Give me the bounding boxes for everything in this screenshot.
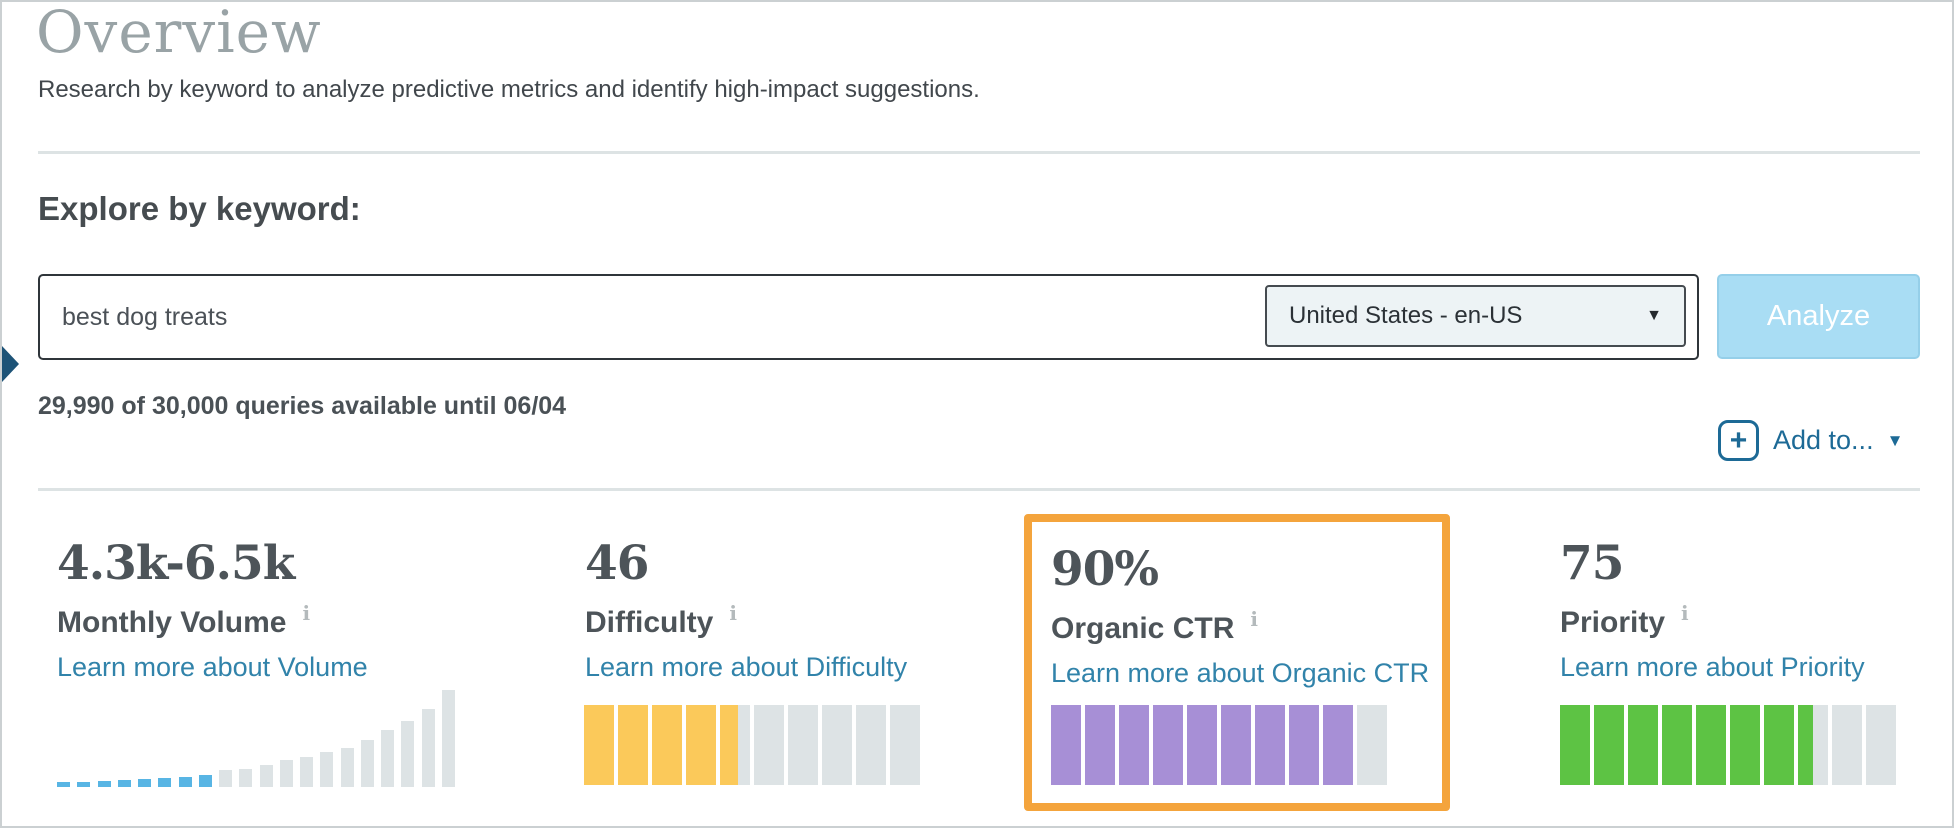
bar-segment [1051,705,1081,785]
histogram-bar [259,765,273,787]
histogram-bar [158,778,172,787]
bar-segment [1628,705,1658,785]
histogram-bar [57,782,70,787]
left-pointer-icon [2,346,19,382]
bar-segment [1764,705,1794,785]
histogram-bar [320,752,334,787]
add-to-label: Add to... [1773,425,1874,455]
histogram-bar [117,780,131,787]
histogram-bar [340,748,354,787]
analyze-button[interactable]: Analyze [1717,274,1920,359]
bar-segment [618,705,648,785]
metric-value: 4.3k-6.5k [57,536,295,591]
chevron-down-icon: ▼ [1886,430,1904,450]
info-icon[interactable]: i [729,601,737,625]
histogram-bar [138,779,151,787]
histogram-bar [198,775,212,787]
bar-segment [856,705,886,785]
histogram-bar [77,782,91,787]
learn-more-difficulty-link[interactable]: Learn more about Difficulty [585,652,908,682]
bar-segment [822,705,852,785]
bar-segment [1255,705,1285,785]
locale-selected-value: United States - en-US [1289,302,1523,329]
section-divider [38,151,1920,154]
metric-value: 75 [1560,536,1624,591]
metric-card-monthly-volume: 4.3k-6.5k Monthly Volume i Learn more abo… [57,540,368,683]
bar-segment [1832,705,1862,785]
metric-label: Difficulty [585,606,714,639]
histogram-bar [360,740,374,787]
histogram-bar [441,690,455,787]
page-title: Overview [36,0,322,66]
add-to-button[interactable]: + Add to... ▼ [1718,420,1903,461]
volume-histogram [57,690,455,787]
metric-value: 90% [1051,542,1159,597]
keyword-search-input[interactable]: best dog treats United States - en-US ▼ [38,274,1699,360]
bar-segment [686,705,716,785]
bar-segment [1153,705,1183,785]
locale-dropdown[interactable]: United States - en-US ▼ [1265,285,1686,347]
difficulty-bar [584,705,920,785]
metric-value: 46 [585,536,649,591]
metric-label: Monthly Volume [57,606,287,639]
bar-segment [1221,705,1251,785]
bar-segment [584,705,614,785]
histogram-bar [421,709,435,787]
metric-card-difficulty: 46 Difficulty i Learn more about Difficul… [585,540,907,683]
bar-segment [1662,705,1692,785]
plus-icon: + [1718,420,1759,461]
bar-segment [754,705,784,785]
bar-segment [1866,705,1896,785]
organic-ctr-highlight-box [1024,514,1450,811]
organic-ctr-bar [1051,705,1387,785]
histogram-bar [239,769,253,787]
bar-segment [1696,705,1726,785]
bar-segment [1085,705,1115,785]
histogram-bar [279,760,293,787]
bar-segment [1560,705,1590,785]
histogram-bar [300,757,313,787]
info-icon[interactable]: i [302,601,311,625]
metric-label: Organic CTR [1051,612,1235,645]
bar-segment [1357,705,1387,785]
bar-segment [1798,705,1828,785]
metric-label: Priority [1560,606,1666,639]
page-subtitle: Research by keyword to analyze predictiv… [38,76,980,103]
learn-more-organic-ctr-link[interactable]: Learn more about Organic CTR [1051,658,1430,688]
bar-segment [1187,705,1217,785]
bar-segment [1119,705,1149,785]
explore-heading: Explore by keyword: [38,190,361,227]
bar-segment [890,705,920,785]
metric-card-priority: 75 Priority i Learn more about Priority [1560,540,1865,683]
histogram-bar [97,781,111,787]
quota-text: 29,990 of 30,000 queries available until… [38,392,567,420]
info-icon[interactable]: i [1681,601,1689,625]
priority-bar [1560,705,1896,785]
histogram-bar [178,777,192,787]
chevron-down-icon: ▼ [1646,307,1662,324]
bar-segment [788,705,818,785]
histogram-bar [401,721,415,787]
bar-segment [720,705,750,785]
keyword-input-value: best dog treats [62,302,228,331]
bar-segment [652,705,682,785]
learn-more-priority-link[interactable]: Learn more about Priority [1560,652,1865,682]
histogram-bar [219,770,232,787]
bar-segment [1594,705,1624,785]
section-divider [38,488,1920,491]
learn-more-volume-link[interactable]: Learn more about Volume [57,652,368,682]
info-icon[interactable]: i [1250,607,1258,631]
metric-card-organic-ctr: 90% Organic CTR i Learn more about Organi… [1051,546,1429,689]
histogram-bar [381,730,394,787]
bar-segment [1323,705,1353,785]
bar-segment [1730,705,1760,785]
bar-segment [1289,705,1319,785]
